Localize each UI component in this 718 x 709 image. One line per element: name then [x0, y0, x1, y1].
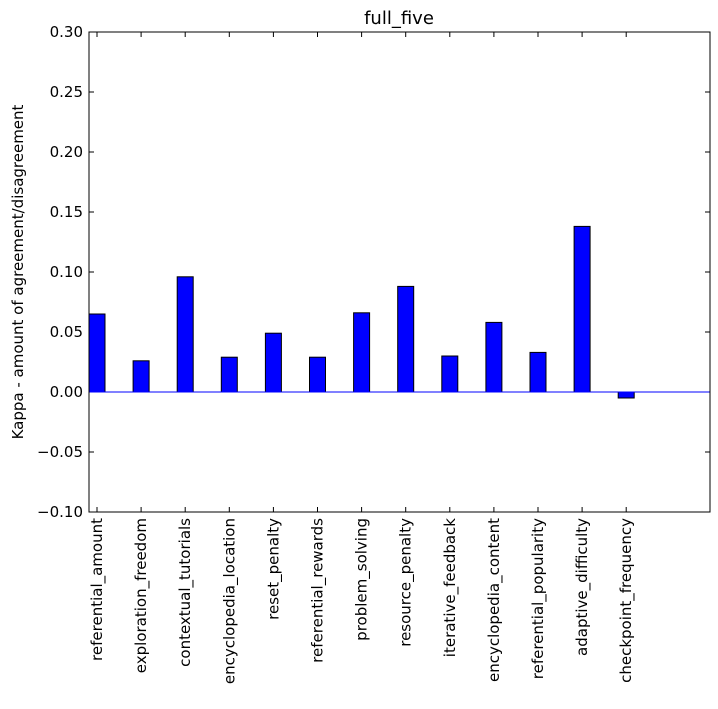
x-tick-label: reset_penalty [264, 518, 283, 620]
bar [353, 312, 371, 393]
x-tick-label: encyclopedia_content [485, 518, 504, 682]
chart-title: full_five [364, 8, 434, 29]
y-axis-label: Kappa - amount of agreement/disagreement [9, 104, 27, 439]
x-tick-label: checkpoint_frequency [617, 518, 636, 683]
plot-frame [88, 31, 711, 513]
x-tick-label: referential_rewards [309, 518, 328, 663]
bar [220, 356, 238, 393]
x-tick-label: exploration_freedom [132, 518, 151, 673]
bar [485, 321, 503, 393]
y-tick-label: 0.15 [50, 203, 83, 221]
plot-area: −0.10 −0.05 0.00 0.05 0.10 0.15 0.20 0.25 0.30 re… [37, 23, 710, 684]
x-tick-label: iterative_feedback [441, 518, 460, 658]
bar [132, 360, 150, 393]
bar [617, 391, 635, 399]
y-tick-label: 0.25 [50, 83, 83, 101]
bar [88, 313, 106, 393]
y-tick-label: 0.30 [50, 23, 83, 41]
y-tick-label: 0.00 [50, 383, 83, 401]
y-tick-label: −0.10 [37, 503, 83, 521]
x-tick-label: contextual_tutorials [176, 518, 195, 667]
y-tick-label: 0.10 [50, 263, 83, 281]
x-tick-label: referential_popularity [529, 518, 548, 679]
x-tick-label: adaptive_difficulty [573, 518, 592, 656]
bar [264, 332, 282, 393]
y-tick-label: 0.20 [50, 143, 83, 161]
x-tick-label: problem_solving [353, 518, 372, 641]
bar [176, 276, 194, 393]
bar [397, 285, 415, 393]
bar [441, 355, 459, 393]
y-tick-label: 0.05 [50, 323, 83, 341]
bar [309, 356, 326, 393]
bar [529, 351, 547, 393]
x-tick-label: resource_penalty [397, 518, 416, 647]
x-tick-label: encyclopedia_location [220, 518, 239, 684]
y-tick-label: −0.05 [37, 443, 83, 461]
bar [573, 225, 591, 393]
x-tick-label: referential_amount [88, 518, 107, 661]
